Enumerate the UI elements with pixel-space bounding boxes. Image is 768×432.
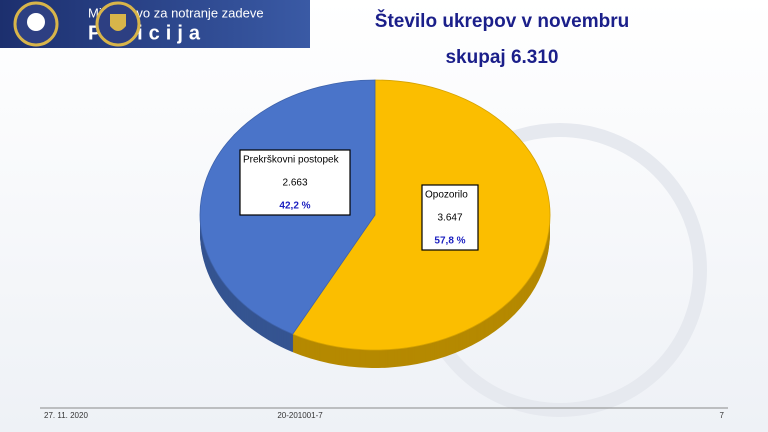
chart-subtitle: skupaj 6.310 <box>445 47 558 68</box>
label-box <box>421 184 479 251</box>
percentage-label: 57,8 % <box>434 236 465 247</box>
footer-code: 20-201001-7 <box>277 411 323 420</box>
slice <box>292 79 551 351</box>
pie: Opozorilo 3.647 57,8 % Prekrškovni postopek… <box>199 79 551 369</box>
logo-right-shield <box>110 14 126 31</box>
value-label: 2.663 <box>282 178 307 189</box>
footer-page: 7 <box>720 411 725 420</box>
logo-left-inner <box>27 13 45 31</box>
value-label: 3.647 <box>437 213 462 224</box>
header-banner: Ministrstvo za notranje zadeve Policija <box>0 0 310 48</box>
percentage-label: 42,2 % <box>279 201 310 212</box>
category-label: Prekrškovni postopek <box>243 155 340 166</box>
category-label: Opozorilo <box>425 190 468 201</box>
label-box <box>239 149 351 216</box>
chart-title: Število ukrepov v novembru <box>375 10 629 32</box>
footer-date: 27. 11. 2020 <box>44 411 88 420</box>
